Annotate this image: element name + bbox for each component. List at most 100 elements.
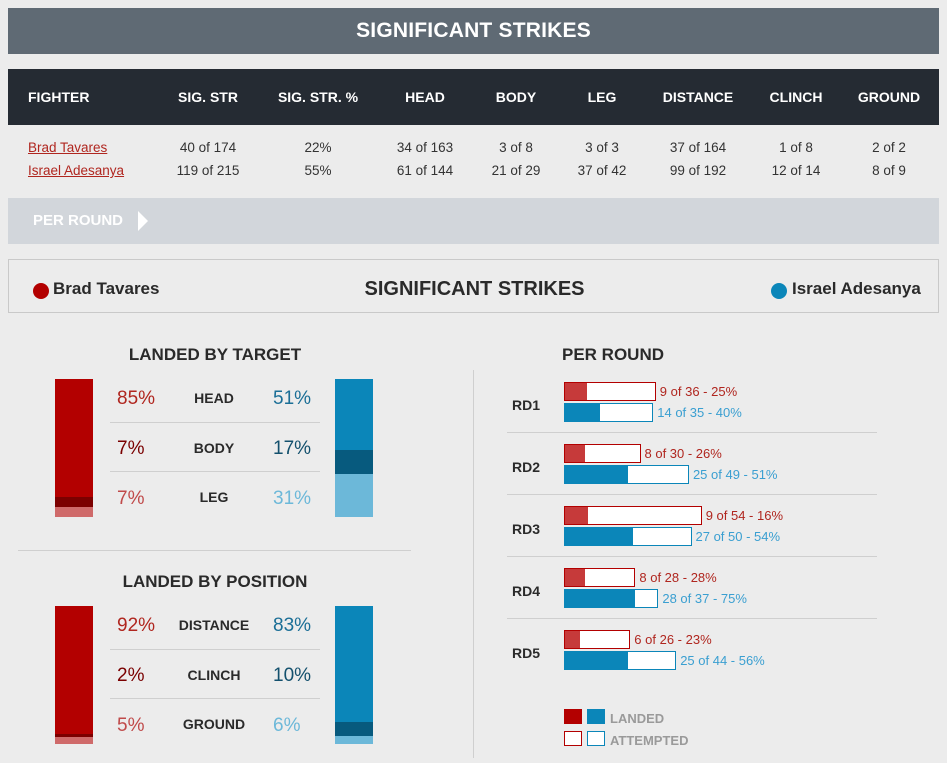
cell-clinch: 1 of 8 (779, 140, 813, 155)
legend-attempted-label: ATTEMPTED (610, 733, 689, 748)
fighter-legend: Brad Tavares SIGNIFICANT STRIKES Israel … (8, 259, 939, 313)
column-divider (473, 370, 474, 758)
round-red-text: 8 of 30 - 26% (644, 446, 722, 461)
target-blue-bar (335, 379, 373, 517)
round-label: RD5 (512, 645, 541, 661)
round-blue-landed-bar (565, 528, 633, 545)
target-leg-red-pct: 7% (117, 488, 145, 509)
target-head-red-pct: 85% (117, 388, 156, 409)
round-blue-landed-bar (565, 466, 628, 483)
divider (110, 649, 320, 650)
position-red-bar (55, 606, 93, 744)
round-red-landed-bar (565, 383, 588, 400)
bar-segment-clinch (55, 734, 93, 738)
target-body-blue-pct: 17% (273, 438, 312, 459)
target-leg-label: LEG (199, 489, 229, 505)
round-blue-attempted-bar (564, 651, 677, 670)
round-blue-landed-bar (565, 652, 628, 669)
cell-head: 61 of 144 (396, 163, 454, 178)
position-clinch-label: CLINCH (187, 667, 241, 683)
cell-clinch: 12 of 14 (771, 163, 821, 178)
chevron-right-icon (138, 211, 148, 231)
section-divider (18, 550, 411, 551)
target-head-label: HEAD (194, 390, 234, 406)
cell-sig-str: 40 of 174 (179, 140, 237, 155)
round-red-attempted-bar (564, 382, 656, 401)
position-distance-label: DISTANCE (178, 617, 250, 633)
round-blue-text: 28 of 37 - 75% (662, 591, 747, 606)
round-blue-text: 25 of 49 - 51% (692, 467, 778, 482)
target-red-bar (55, 379, 93, 517)
position-clinch-red-pct: 2% (117, 665, 145, 686)
fighter1-name: Brad Tavares (53, 279, 160, 298)
round-blue-attempted-bar (564, 527, 692, 546)
round-divider (507, 618, 877, 619)
fighter-link[interactable]: Brad Tavares (28, 140, 108, 155)
per-round-label: PER ROUND (33, 212, 124, 229)
landed-by-target-title: LANDED BY TARGET (128, 345, 302, 364)
stats-table-header: FIGHTER SIG. STR SIG. STR. % HEAD BODY L… (8, 69, 939, 125)
cell-ground: 2 of 2 (872, 140, 906, 155)
cell-distance: 37 of 164 (669, 140, 727, 155)
round-label: RD2 (512, 459, 541, 475)
divider (110, 471, 320, 472)
bar-segment-leg (55, 507, 93, 517)
attempted-blue-swatch (587, 731, 605, 746)
blue-dot-icon (771, 283, 787, 299)
attempted-red-swatch (564, 731, 582, 746)
round-blue-text: 14 of 35 - 40% (657, 405, 742, 420)
col-sig-str: SIG. STR (178, 89, 238, 105)
col-distance: DISTANCE (662, 89, 734, 105)
col-fighter: FIGHTER (28, 89, 90, 105)
col-ground: GROUND (857, 89, 921, 105)
round-red-attempted-bar (564, 630, 631, 649)
col-head: HEAD (405, 89, 445, 105)
round-divider (507, 432, 877, 433)
target-body-label: BODY (193, 440, 235, 456)
round-divider (507, 494, 877, 495)
round-red-landed-bar (565, 631, 580, 648)
round-red-attempted-bar (564, 444, 641, 463)
round-red-text: 8 of 28 - 28% (639, 570, 717, 585)
round-red-landed-bar (565, 445, 585, 462)
position-ground-red-pct: 5% (117, 715, 145, 736)
round-red-landed-bar (565, 569, 585, 586)
page-title: SIGNIFICANT STRIKES (8, 8, 939, 54)
cell-body: 3 of 8 (499, 140, 533, 155)
bar-segment-body (335, 450, 373, 474)
fighter-link[interactable]: Israel Adesanya (28, 163, 125, 178)
fighter2-name: Israel Adesanya (792, 279, 921, 298)
divider (110, 698, 320, 699)
round-label: RD1 (512, 397, 541, 413)
cell-leg: 3 of 3 (585, 140, 619, 155)
cell-head: 34 of 163 (396, 140, 454, 155)
legend-landed-label: LANDED (610, 711, 665, 726)
per-round-title: PER ROUND (562, 345, 665, 364)
round-blue-text: 27 of 50 - 54% (695, 529, 781, 544)
col-clinch: CLINCH (769, 89, 823, 105)
round-blue-attempted-bar (564, 403, 654, 422)
cell-body: 21 of 29 (491, 163, 541, 178)
position-clinch-blue-pct: 10% (273, 665, 312, 686)
landed-blue-swatch (587, 709, 605, 724)
round-divider (507, 556, 877, 557)
legend-title: SIGNIFICANT STRIKES (364, 278, 585, 300)
round-red-text: 9 of 54 - 16% (705, 508, 784, 523)
bar-segment-distance (335, 606, 373, 722)
round-red-attempted-bar (564, 506, 702, 525)
target-leg-blue-pct: 31% (273, 488, 312, 509)
position-distance-blue-pct: 83% (273, 615, 312, 636)
bar-segment-ground (335, 735, 373, 744)
bar-segment-clinch (335, 721, 373, 736)
table-row: Israel Adesanya 119 of 215 55% 61 of 144… (8, 159, 939, 182)
target-head-blue-pct: 51% (273, 388, 312, 409)
bar-segment-head (55, 379, 93, 498)
round-label: RD4 (512, 583, 541, 599)
cell-sig-str: 119 of 215 (176, 163, 240, 178)
red-dot-icon (33, 283, 49, 299)
cell-sig-pct: 55% (304, 163, 332, 178)
bar-segment-distance (55, 606, 93, 735)
per-round-toggle[interactable]: PER ROUND (8, 198, 939, 244)
col-sig-pct: SIG. STR. % (277, 89, 359, 105)
round-red-text: 9 of 36 - 25% (659, 384, 738, 399)
